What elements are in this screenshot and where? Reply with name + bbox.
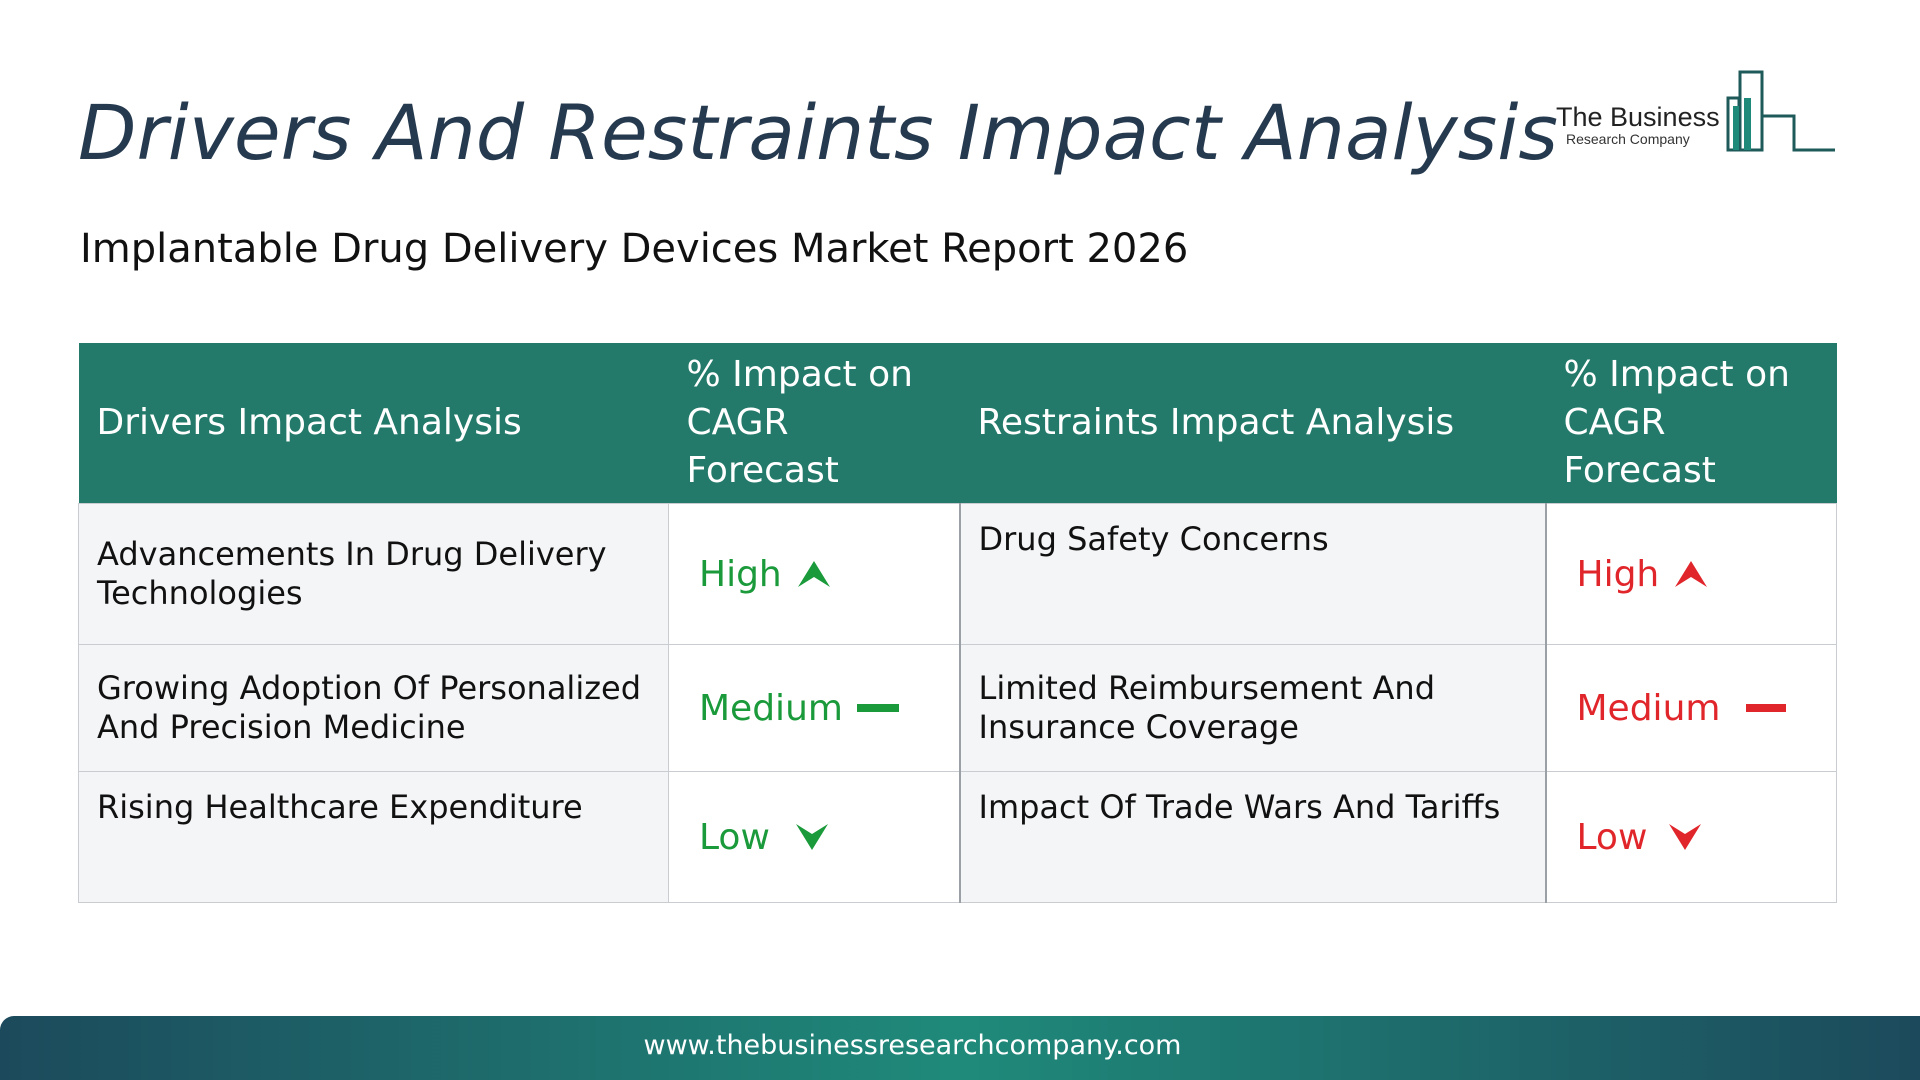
- table-row: Rising Healthcare Expenditure Low Impact…: [78, 771, 1837, 903]
- dash-icon: [856, 704, 899, 712]
- restraint-impact-label: Medium: [1576, 687, 1721, 729]
- arrow-up-icon: [1675, 561, 1708, 587]
- table-row: Growing Adoption Of Personalized And Pre…: [78, 644, 1837, 772]
- header-drivers-impact: % Impact on CAGR Forecast: [668, 343, 960, 504]
- footer-bar: www.thebusinessresearchcompany.com: [0, 1016, 1920, 1080]
- restraint-impact-label: Low: [1576, 816, 1648, 858]
- driver-impact-cell: Medium: [668, 644, 961, 772]
- restraint-impact-cell: High: [1544, 503, 1837, 645]
- restraint-cell: Limited Reimbursement And Insurance Cove…: [959, 644, 1546, 772]
- driver-cell: Advancements In Drug Delivery Technologi…: [78, 503, 669, 645]
- restraint-cell: Impact Of Trade Wars And Tariffs: [959, 771, 1546, 903]
- driver-cell: Rising Healthcare Expenditure: [78, 771, 669, 903]
- driver-impact-label: Medium: [699, 687, 843, 729]
- restraint-impact-cell: Medium: [1544, 644, 1837, 772]
- impact-table: Drivers Impact Analysis % Impact on CAGR…: [78, 343, 1837, 903]
- report-subtitle: Implantable Drug Delivery Devices Market…: [80, 226, 1189, 272]
- footer-url[interactable]: www.thebusinessresearchcompany.com: [643, 1030, 1182, 1061]
- driver-impact-cell: High: [668, 503, 961, 645]
- driver-cell: Growing Adoption Of Personalized And Pre…: [78, 644, 669, 772]
- page-title: Drivers And Restraints Impact Analysis: [78, 88, 1558, 177]
- logo-name: The Business: [1556, 102, 1720, 132]
- arrow-up-icon: [797, 561, 830, 587]
- driver-impact-label: High: [699, 553, 782, 595]
- header-restraints-impact: % Impact on CAGR Forecast: [1545, 343, 1837, 504]
- table-row: Advancements In Drug Delivery Technologi…: [78, 503, 1837, 645]
- company-logo: The Business Research Company: [1552, 66, 1842, 156]
- arrow-down-icon: [795, 824, 828, 850]
- restraint-impact-label: High: [1576, 553, 1660, 595]
- driver-impact-label: Low: [699, 816, 770, 858]
- logo-tagline: Research Company: [1566, 131, 1690, 147]
- driver-impact-cell: Low: [668, 771, 961, 903]
- restraint-cell: Drug Safety Concerns: [959, 503, 1546, 645]
- arrow-down-icon: [1669, 824, 1702, 850]
- header-restraints: Restraints Impact Analysis: [959, 343, 1546, 504]
- restraint-impact-cell: Low: [1544, 771, 1837, 903]
- header-drivers: Drivers Impact Analysis: [78, 343, 669, 504]
- table-header-row: Drivers Impact Analysis % Impact on CAGR…: [78, 343, 1837, 504]
- dash-icon: [1746, 704, 1787, 712]
- logo-bars-icon: [1726, 70, 1835, 152]
